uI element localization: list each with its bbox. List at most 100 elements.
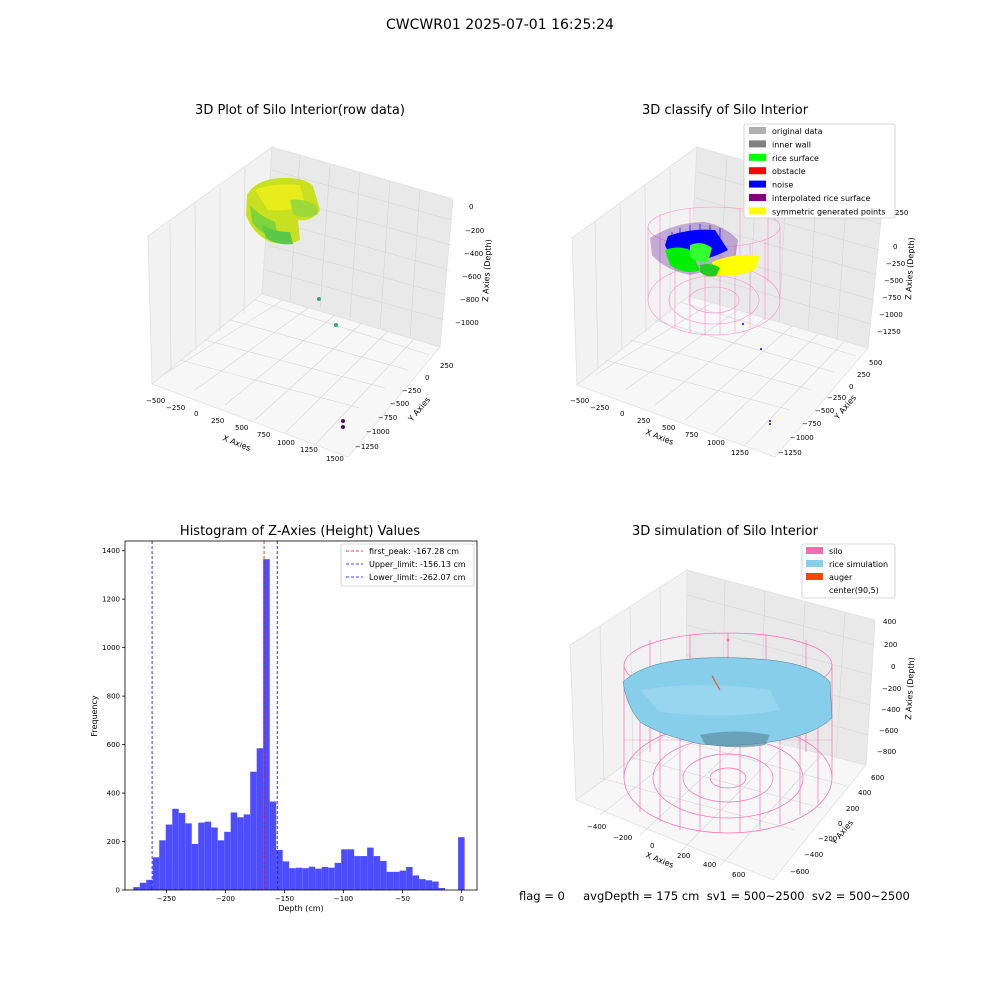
simulation-xtick: 400 (703, 861, 716, 869)
simulation-rice-surface (622, 638, 833, 748)
histogram-bar (438, 888, 446, 890)
histogram-bar (256, 748, 264, 890)
raw-xtick: 1000 (277, 439, 295, 447)
histogram-bar (243, 814, 251, 890)
histogram-y-tick-label: 1200 (102, 596, 120, 604)
raw-z-ticks: 0 −200 −400 −600 −800 −1000 (455, 203, 484, 327)
raw-ytick: −1250 (355, 443, 379, 451)
raw-x-ticks: −500 −250 0 250 500 750 1000 1250 1500 (146, 397, 344, 463)
status-footer: flag = 0 avgDepth = 175 cm sv1 = 500~250… (519, 889, 910, 903)
classify-ztick: 250 (895, 209, 908, 217)
classify-xtick: 1250 (731, 449, 749, 457)
classify-ytick: 0 (849, 383, 853, 391)
histogram-bar (341, 849, 348, 890)
histogram-x-tick-label: 0 (459, 895, 463, 903)
raw-xtick: 0 (194, 410, 198, 418)
histogram-x-tick-label: −50 (395, 895, 410, 903)
raw-xtick: −500 (146, 397, 165, 405)
histogram-x-tick-label: −150 (275, 895, 294, 903)
simulation-xtick: −400 (587, 823, 606, 831)
classify-legend: original data inner wall rice surface obsta… (743, 123, 896, 219)
simulation-legend: silo rice simulation auger center(90,5) (801, 543, 896, 599)
raw-floor-pane (151, 293, 441, 458)
simulation-xtick: 200 (677, 852, 690, 860)
classify-ztick: −1250 (877, 328, 901, 336)
histogram-bar (152, 857, 160, 890)
histogram-y-tick-label: 600 (107, 741, 120, 749)
simulation-legend-label: auger (829, 573, 853, 582)
simulation-floor-pane (575, 719, 867, 881)
histogram-bar (165, 824, 173, 890)
histogram-bar (308, 866, 316, 890)
raw-xtick: 1250 (300, 446, 318, 454)
raw-outlier-points (317, 297, 345, 429)
classify-legend-swatch (749, 207, 766, 215)
classify-plot-title: 3D classify of Silo Interior (641, 103, 809, 118)
simulation-ztick: −200 (882, 685, 901, 693)
histogram-bar (133, 887, 140, 890)
raw-gridlines (164, 154, 453, 446)
classify-ytick: −1250 (778, 449, 802, 457)
classify-xtick: −500 (570, 397, 589, 405)
histogram-bar (399, 870, 407, 890)
classify-legend-swatch (749, 127, 766, 134)
simulation-legend-label: center(90,5) (829, 586, 879, 595)
classify-ytick: 500 (869, 359, 882, 367)
classify-xtick: 500 (662, 424, 675, 432)
classify-ytick: −250 (827, 394, 846, 402)
raw-xtick: −250 (166, 404, 185, 412)
histogram-y-tick-label: 800 (107, 693, 120, 701)
raw-ztick: −400 (464, 250, 483, 258)
classify-xtick: 1000 (707, 439, 725, 447)
raw-xtick: 1500 (326, 455, 344, 463)
simulation-xtick: −200 (613, 834, 632, 842)
classify-ytick: −500 (815, 407, 834, 415)
histogram-bar (328, 867, 335, 890)
simulation-ytick: −200 (818, 835, 837, 843)
figure-title: CWCWR01 2025-07-01 16:25:24 (386, 17, 614, 33)
classify-ytick: −750 (802, 420, 821, 428)
histogram-bar (178, 812, 186, 890)
simulation-ztick: 400 (883, 618, 896, 626)
raw-y-ticks: 250 0 −250 −500 −750 −1000 −1250 (355, 362, 453, 451)
simulation-plot-title: 3D simulation of Silo Interior (632, 524, 818, 539)
raw-xtick: 500 (235, 424, 248, 432)
histogram-bar (295, 867, 303, 890)
histogram-bar (289, 868, 296, 890)
classify-xtick: 750 (685, 431, 698, 439)
raw-ztick: −200 (465, 227, 484, 235)
histogram-bar (321, 866, 329, 890)
histogram-y-tick-label: 200 (107, 838, 120, 846)
histogram-bar (367, 847, 374, 890)
histogram-y-tick-label: 400 (107, 790, 120, 798)
histogram-y-tick-label: 1400 (102, 547, 120, 555)
raw-ztick: −600 (462, 273, 481, 281)
histogram-bar (334, 862, 342, 890)
simulation-z-label: Z Axies (Depth) (904, 657, 916, 720)
histogram-bar (198, 822, 205, 890)
classify-floor-pane (576, 295, 869, 458)
classify-legend-label: inner wall (772, 140, 811, 149)
classify-ztick: −750 (882, 294, 901, 302)
classify-xtick: −250 (590, 404, 609, 412)
classify-xtick: 0 (620, 410, 624, 418)
raw-plot-title: 3D Plot of Silo Interior(row data) (195, 103, 405, 118)
histogram-bar (204, 821, 212, 890)
histogram-x-tick-label: −200 (216, 895, 235, 903)
classify-legend-swatch (749, 153, 766, 161)
histogram-bar (406, 866, 413, 890)
histogram-bar (458, 837, 465, 890)
simulation-ytick: 0 (838, 820, 842, 828)
histogram-legend-label: Lower_limit: -262.07 cm (369, 573, 466, 582)
histogram-bar (302, 868, 309, 890)
histogram-bar (191, 843, 199, 890)
classify-legend-label: symmetric generated points (772, 207, 885, 216)
histogram-bar (263, 559, 270, 890)
histogram-y-label: Frequency (90, 695, 99, 737)
histogram-bar (250, 771, 257, 890)
classify-legend-swatch (749, 167, 766, 175)
simulation-z-ticks: 400 200 0 −200 −400 −600 −800 (877, 618, 901, 756)
